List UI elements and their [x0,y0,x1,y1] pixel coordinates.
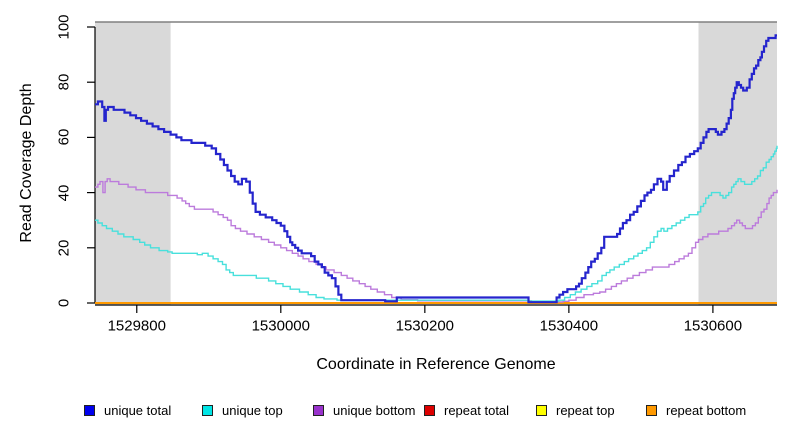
series-line-unique-top [95,145,778,302]
legend-item-repeat-total: repeat total [424,400,509,420]
right-repeat-region-band [698,22,777,305]
y-tick-label: 100 [55,14,73,40]
legend-swatch-icon [424,404,435,416]
legend-item-unique-bottom: unique bottom [313,400,415,420]
y-tick-label: 80 [55,73,73,91]
legend-label: repeat total [444,402,510,418]
y-tick-label: 20 [55,239,73,257]
chart-legend: unique total unique top unique bottom repea… [0,400,792,422]
x-tick-label: 1530400 [539,317,599,335]
legend-label: unique bottom [333,402,416,418]
x-tick-label: 1529800 [107,317,166,335]
y-tick-label: 60 [55,129,73,146]
x-tick-label: 1530600 [683,317,743,335]
legend-swatch-icon [84,404,95,416]
left-repeat-region-band [95,22,171,305]
x-tick-label: 1530000 [251,317,310,335]
legend-label: unique top [222,402,283,418]
series-line-unique-bottom [95,178,778,303]
legend-label: repeat bottom [666,402,747,418]
legend-item-repeat-top: repeat top [536,400,615,420]
legend-label: unique total [104,402,172,418]
y-axis-title: Read Coverage Depth [18,83,35,243]
legend-swatch-icon [202,404,213,416]
legend-item-unique-top: unique top [202,400,283,420]
y-tick-label: 0 [55,298,73,308]
legend-swatch-icon [646,404,657,416]
legend-swatch-icon [536,404,547,416]
x-axis-title: Coordinate in Reference Genome [316,356,556,373]
legend-swatch-icon [313,404,324,416]
series-line-unique-total [95,34,777,304]
legend-item-repeat-bottom: repeat bottom [646,400,746,420]
x-tick-label: 1530200 [395,317,455,335]
legend-label: repeat top [556,402,615,418]
legend-item-unique-total: unique total [84,400,171,420]
y-tick-label: 40 [55,184,73,201]
